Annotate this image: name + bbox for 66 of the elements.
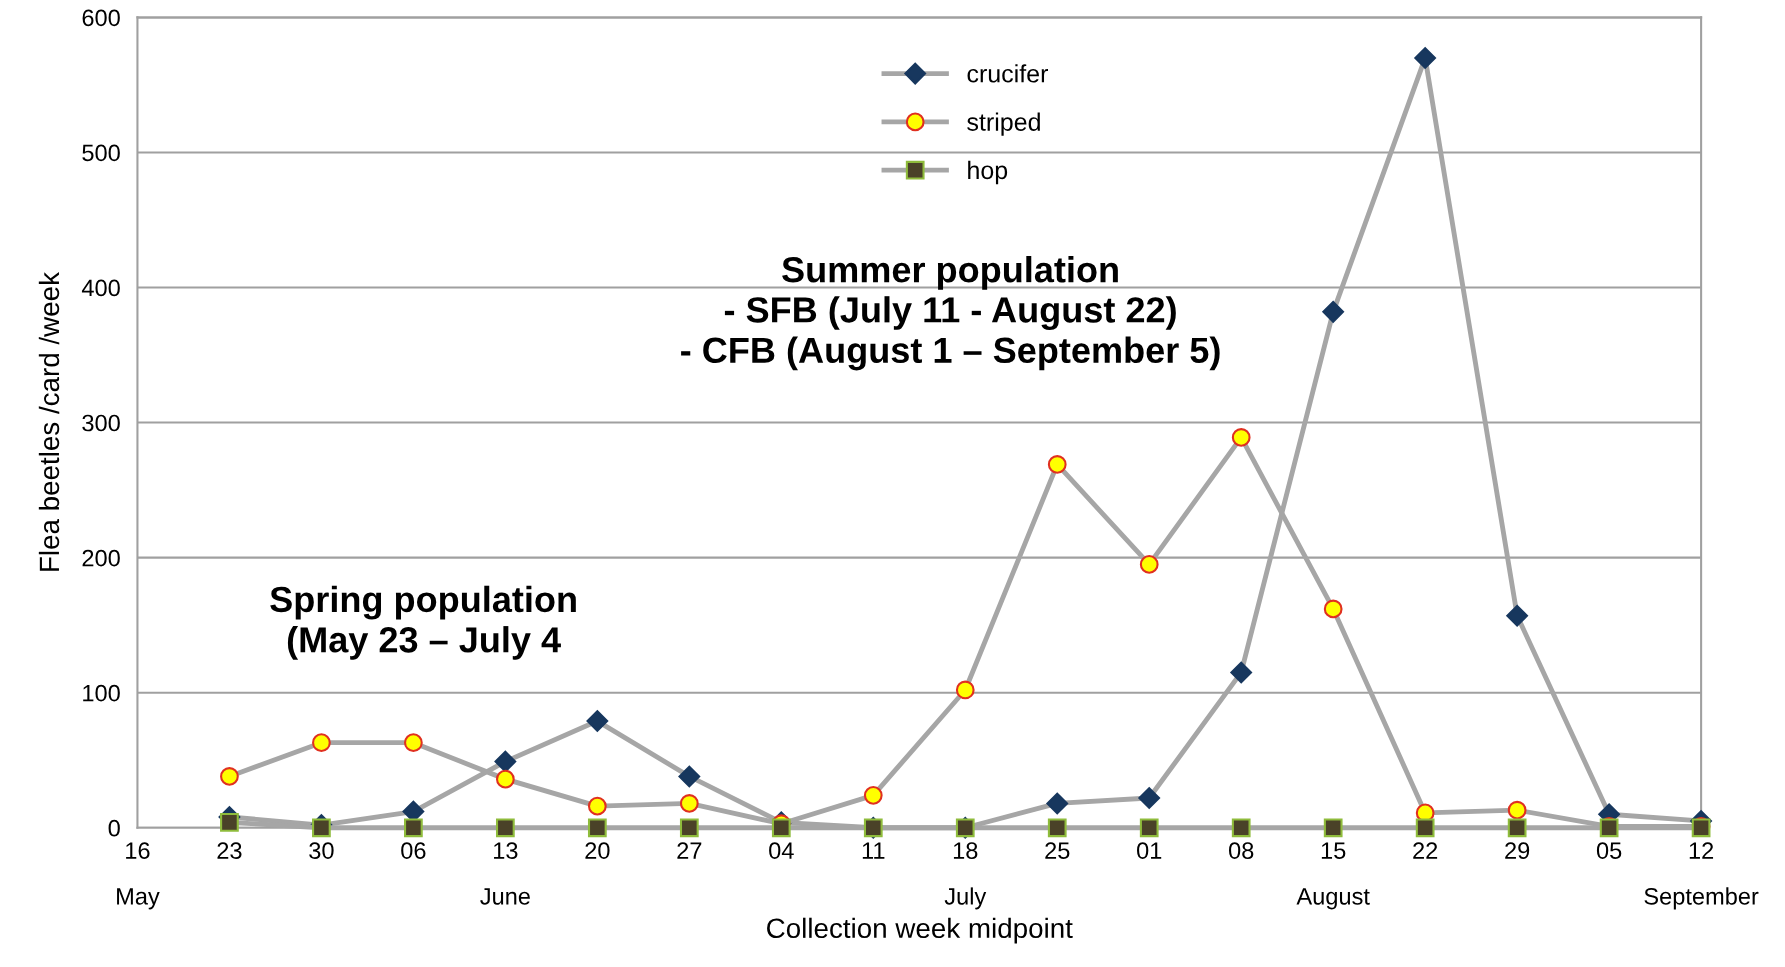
point — [587, 818, 607, 838]
point — [1139, 818, 1159, 838]
annotation: Spring population (May 23 – July 4 — [270, 585, 576, 660]
y-tick-label: 300 — [82, 414, 120, 432]
point — [495, 818, 515, 838]
point — [1507, 818, 1527, 838]
point — [955, 680, 975, 700]
y-tick-label: 0 — [108, 819, 120, 837]
category-label: 15 August — [1296, 842, 1370, 910]
y-tick-label: 600 — [82, 9, 120, 27]
y-tick-label: 500 — [82, 144, 120, 162]
category-label: 16 May — [117, 842, 160, 910]
legend-label: striped — [967, 112, 1040, 136]
point — [220, 812, 239, 832]
point — [1231, 428, 1251, 447]
x-tick-label: 08 — [1229, 842, 1254, 859]
point — [1047, 818, 1067, 838]
x-tick-label: 20 — [585, 842, 610, 859]
point — [1046, 792, 1069, 815]
legend-label: hop — [968, 160, 1008, 185]
point — [1139, 555, 1159, 574]
point — [1415, 818, 1435, 838]
point — [1323, 599, 1343, 619]
x-tick-label: 29 — [1505, 842, 1530, 859]
x-tick-label: 06 — [401, 842, 426, 859]
point — [312, 733, 331, 753]
x-tick-label: 05 — [1596, 842, 1622, 859]
point — [863, 785, 883, 805]
point — [404, 733, 423, 753]
point — [679, 818, 699, 838]
point — [1414, 47, 1437, 69]
category-label: 13 June — [480, 842, 530, 905]
point — [494, 750, 517, 773]
point — [312, 818, 331, 838]
legend-label: crucifer — [967, 64, 1048, 83]
x-tick-label: 27 — [677, 842, 702, 859]
point — [1506, 604, 1528, 627]
y-tick-label: 400 — [81, 279, 120, 297]
point — [1138, 787, 1161, 809]
point — [587, 796, 607, 816]
y-tick-label: 100 — [83, 684, 120, 702]
y-tick-label: 200 — [82, 549, 120, 567]
x-tick-label: 22 — [1413, 842, 1438, 859]
annotation: Summer population - SFB (July 11 - August 22) - CFB (August 1 – September 5) — [681, 255, 1220, 371]
point — [220, 767, 239, 786]
x-tick-label: 23 — [217, 842, 242, 859]
y-axis-title: Flea beetles /card /week — [38, 271, 60, 571]
category-label: 18 July — [944, 842, 987, 910]
point — [1323, 818, 1343, 838]
point — [1507, 800, 1527, 820]
point — [404, 818, 423, 838]
point — [678, 765, 701, 788]
x-tick-label: 11 — [862, 842, 885, 859]
x-tick-label: 01 — [1137, 842, 1162, 859]
x-tick-label: 04 — [769, 842, 794, 859]
category-label: 12 September — [1644, 842, 1759, 910]
point — [1230, 661, 1253, 684]
point — [495, 769, 515, 789]
point — [1322, 300, 1345, 323]
point — [586, 710, 609, 732]
point — [1047, 455, 1067, 474]
point — [679, 794, 699, 813]
x-tick-label: 30 — [309, 842, 334, 859]
x-axis-title: Collection week midpoint — [767, 917, 1073, 944]
x-tick-label: 25 — [1045, 842, 1070, 859]
point — [1231, 818, 1251, 838]
